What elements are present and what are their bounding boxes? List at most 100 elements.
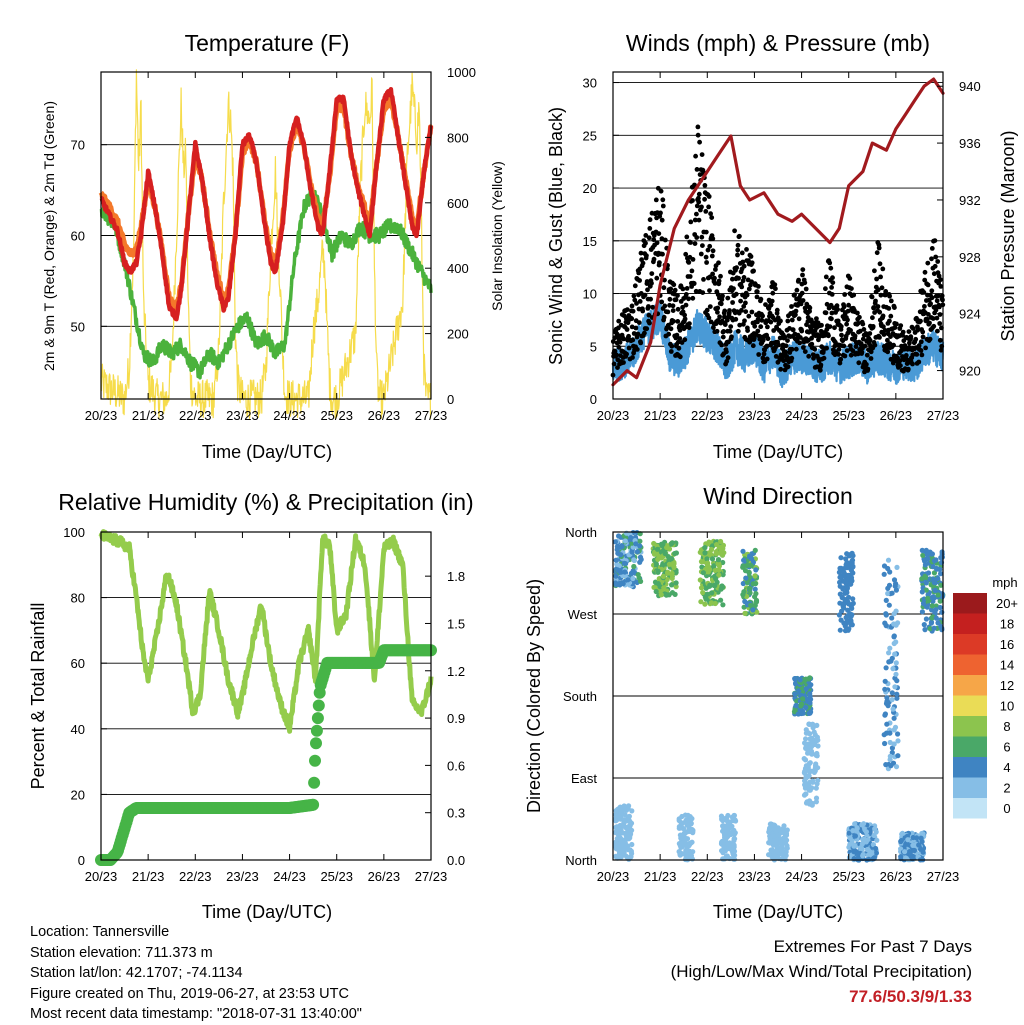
gust-point <box>778 318 783 324</box>
gust-point <box>638 291 644 296</box>
gust-point <box>883 289 889 294</box>
gust-point <box>865 366 871 372</box>
gust-point <box>796 316 802 322</box>
gust-point <box>644 279 650 284</box>
x-tick-label: 24/23 <box>273 869 306 884</box>
gust-point <box>921 290 927 295</box>
direction-point <box>847 581 853 587</box>
gust-point <box>706 315 712 321</box>
gust-point <box>692 241 698 247</box>
gust-point <box>707 243 713 249</box>
direction-point <box>874 837 880 843</box>
direction-point <box>925 556 931 562</box>
direction-point <box>637 538 643 544</box>
gust-point <box>933 307 939 313</box>
gust-point <box>630 337 636 343</box>
gust-point <box>763 302 768 307</box>
direction-point <box>885 585 891 592</box>
legend-swatch <box>953 736 987 757</box>
direction-point <box>698 599 704 605</box>
direction-point <box>882 686 888 692</box>
gust-point <box>702 183 708 188</box>
gust-point <box>695 124 701 130</box>
gust-point <box>751 268 756 274</box>
y-tick-label: 20 <box>71 787 85 802</box>
gust-point <box>773 286 778 292</box>
y2-tick-label: 0.0 <box>447 853 465 868</box>
gust-point <box>881 324 886 330</box>
winds-y2-ticks: 920 924 928 932 936 940 <box>937 79 981 379</box>
gust-point <box>879 285 885 291</box>
direction-point <box>680 851 686 857</box>
gust-point <box>860 336 866 342</box>
gust-point <box>819 322 824 328</box>
direction-point <box>873 829 879 835</box>
gust-point <box>857 328 863 334</box>
direction-point <box>799 701 805 707</box>
gust-point <box>910 326 916 331</box>
y2-tick-label: 400 <box>447 261 469 276</box>
direction-point <box>715 561 721 567</box>
y2-tick-label: 920 <box>959 364 981 379</box>
direction-point <box>792 707 798 713</box>
gust-point <box>758 324 764 330</box>
direction-point <box>766 827 773 833</box>
gust-point <box>662 237 668 243</box>
gust-point <box>616 318 622 324</box>
x-tick-label: 24/23 <box>785 408 818 423</box>
gust-point <box>706 204 711 210</box>
direction-point <box>752 581 759 587</box>
direction-point <box>800 696 806 702</box>
direction-point <box>613 808 619 814</box>
direction-point <box>881 571 887 577</box>
direction-point <box>850 600 856 607</box>
gust-point <box>765 336 771 342</box>
gust-point <box>926 312 931 317</box>
gust-point <box>821 355 827 361</box>
direction-point <box>716 544 723 550</box>
winds-x-ticks: 20/23 21/23 22/23 23/23 24/23 25/23 26/23 27/23 <box>597 72 959 423</box>
direction-point <box>938 582 944 588</box>
gust-point <box>800 272 805 278</box>
direction-point <box>884 695 890 701</box>
direction-point <box>718 586 724 592</box>
gust-point <box>650 304 655 310</box>
precipitation-point <box>311 712 324 725</box>
direction-point <box>702 594 709 600</box>
precipitation-point <box>308 776 321 789</box>
gust-point <box>929 246 935 251</box>
y-tick-label: 60 <box>71 656 85 671</box>
direction-point <box>753 599 760 605</box>
gust-point <box>735 252 740 258</box>
direction-point <box>612 539 619 545</box>
direction-point <box>806 773 812 779</box>
direction-point <box>859 841 865 847</box>
gust-point <box>719 342 724 348</box>
direction-point <box>718 597 724 603</box>
gust-point <box>792 292 797 298</box>
direction-point <box>754 609 760 615</box>
x-tick-label: 24/23 <box>785 869 818 884</box>
direction-point <box>702 550 708 556</box>
direction-point <box>885 557 892 563</box>
direction-point <box>655 581 661 587</box>
gust-point <box>878 292 884 298</box>
direction-point <box>716 567 722 573</box>
direction-point <box>774 849 780 855</box>
gust-point <box>827 324 833 329</box>
gust-point <box>638 250 644 256</box>
direction-point <box>722 856 728 862</box>
direction-point <box>881 732 887 738</box>
gust-point <box>844 348 850 353</box>
direction-point <box>803 745 809 751</box>
gust-point <box>640 260 646 266</box>
direction-point <box>845 572 851 579</box>
y2-tick-label: 200 <box>447 327 469 342</box>
gust-point <box>846 302 851 308</box>
gust-point <box>736 275 741 281</box>
direction-point <box>923 616 930 622</box>
direction-point <box>905 837 911 843</box>
y2-tick-label: 932 <box>959 193 981 208</box>
direction-point <box>923 587 929 593</box>
gust-point <box>845 308 851 314</box>
